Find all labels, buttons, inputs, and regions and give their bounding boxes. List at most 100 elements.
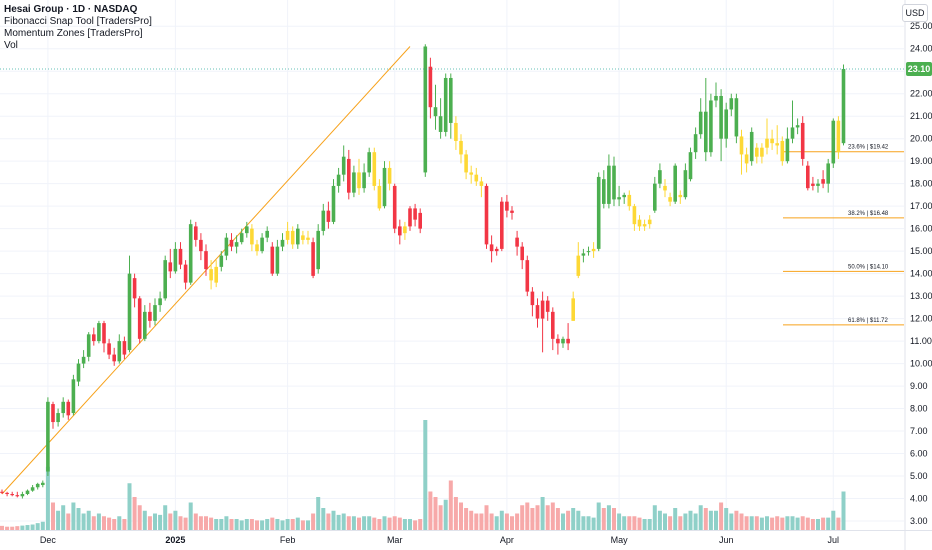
candle: [484, 183, 489, 249]
fib-level-label: 23.6% | $19.42: [848, 145, 889, 151]
volume-bar: [698, 505, 703, 530]
symbol-title[interactable]: Hesai Group · 1D · NASDAQ: [4, 4, 138, 15]
candle: [647, 215, 652, 229]
volume-bar: [683, 513, 688, 530]
volume-bar: [357, 517, 361, 530]
candle: [632, 203, 637, 231]
volume-bar: [265, 519, 270, 530]
candle: [168, 248, 173, 279]
candle: [668, 192, 672, 207]
candle: [97, 320, 101, 344]
candle: [260, 233, 264, 254]
candle: [535, 298, 540, 328]
candle-body: [566, 338, 570, 344]
candle: [678, 190, 683, 204]
y-tick-label: 12.00: [910, 314, 932, 324]
candle-body: [209, 269, 213, 281]
volume-bar: [244, 519, 249, 530]
fib-level-label: 50.0% | $14.10: [848, 264, 889, 270]
candle: [204, 244, 208, 276]
candle-body: [581, 253, 586, 256]
x-tick-label: Feb: [280, 535, 296, 545]
candle-body: [617, 197, 621, 200]
indicator-momentum[interactable]: Momentum Zones [TradersPro]: [4, 28, 143, 39]
candle-body: [520, 246, 524, 261]
candle: [688, 147, 693, 182]
volume-bar: [836, 517, 841, 530]
volume-bar: [545, 505, 550, 530]
candle-body: [729, 98, 734, 110]
volume-bar: [377, 519, 382, 530]
candle: [311, 237, 315, 279]
candle-body: [0, 491, 4, 493]
candle-body: [163, 260, 167, 299]
y-tick-label: 8.00: [910, 404, 928, 414]
volume-bar: [20, 525, 25, 530]
candle: [10, 491, 14, 497]
candle-body: [734, 98, 739, 137]
candle-body: [749, 131, 754, 162]
volume-bar: [795, 517, 800, 530]
volume-bar: [571, 508, 576, 530]
volume-bar: [566, 510, 571, 530]
candle-body: [775, 143, 779, 146]
volume-bar: [489, 513, 494, 530]
x-tick-label: Apr: [500, 535, 514, 545]
candle-body: [260, 237, 264, 252]
candle-body: [112, 354, 116, 362]
volume-bar: [469, 510, 474, 530]
candle-body: [214, 266, 218, 283]
volume-bar: [153, 513, 157, 530]
candle-body: [826, 163, 830, 184]
volume-bar: [642, 519, 647, 530]
volume-bar: [193, 513, 198, 530]
candle-body: [398, 226, 402, 236]
candle-body: [234, 242, 239, 247]
volume-bar: [438, 505, 443, 530]
candle-body: [443, 77, 448, 132]
y-tick-label: 15.00: [910, 246, 932, 256]
candle: [714, 82, 718, 108]
candle: [566, 323, 570, 351]
volume-bar: [479, 513, 484, 530]
candle: [683, 163, 688, 200]
candle-body: [760, 147, 764, 157]
volume-bar: [714, 510, 718, 530]
candle-body: [719, 95, 723, 139]
candle-body: [591, 248, 596, 252]
candle: [836, 116, 841, 159]
candle: [270, 242, 275, 276]
volume-bar: [657, 510, 662, 530]
candle: [540, 291, 545, 353]
y-tick-label: 6.00: [910, 449, 928, 459]
candle: [744, 147, 749, 173]
candle: [469, 165, 473, 184]
volume-bar: [10, 526, 15, 530]
candle-body: [92, 334, 96, 342]
candle-body: [347, 158, 351, 193]
candle-body: [148, 311, 152, 321]
candle: [749, 127, 754, 166]
candle-body: [709, 100, 713, 153]
candle-body: [173, 248, 178, 272]
candle-body: [561, 338, 565, 344]
volume-bar: [346, 516, 351, 530]
candle: [352, 165, 356, 198]
indicator-volume[interactable]: Vol: [4, 40, 18, 51]
currency-button[interactable]: USD: [902, 4, 928, 22]
volume-bar: [0, 525, 4, 530]
y-tick-label: 10.00: [910, 359, 932, 369]
volume-bar: [122, 519, 127, 530]
volume-bar: [295, 517, 300, 530]
volume-bar: [606, 505, 611, 530]
candle-body: [377, 185, 382, 209]
y-tick-label: 19.00: [910, 156, 932, 166]
candle-body: [46, 401, 50, 472]
indicator-fibonacci[interactable]: Fibonacci Snap Tool [TradersPro]: [4, 16, 152, 27]
candle-body: [642, 224, 647, 227]
candle-body: [821, 179, 825, 184]
candle: [234, 235, 239, 254]
candle: [841, 64, 846, 146]
candle: [571, 291, 575, 321]
